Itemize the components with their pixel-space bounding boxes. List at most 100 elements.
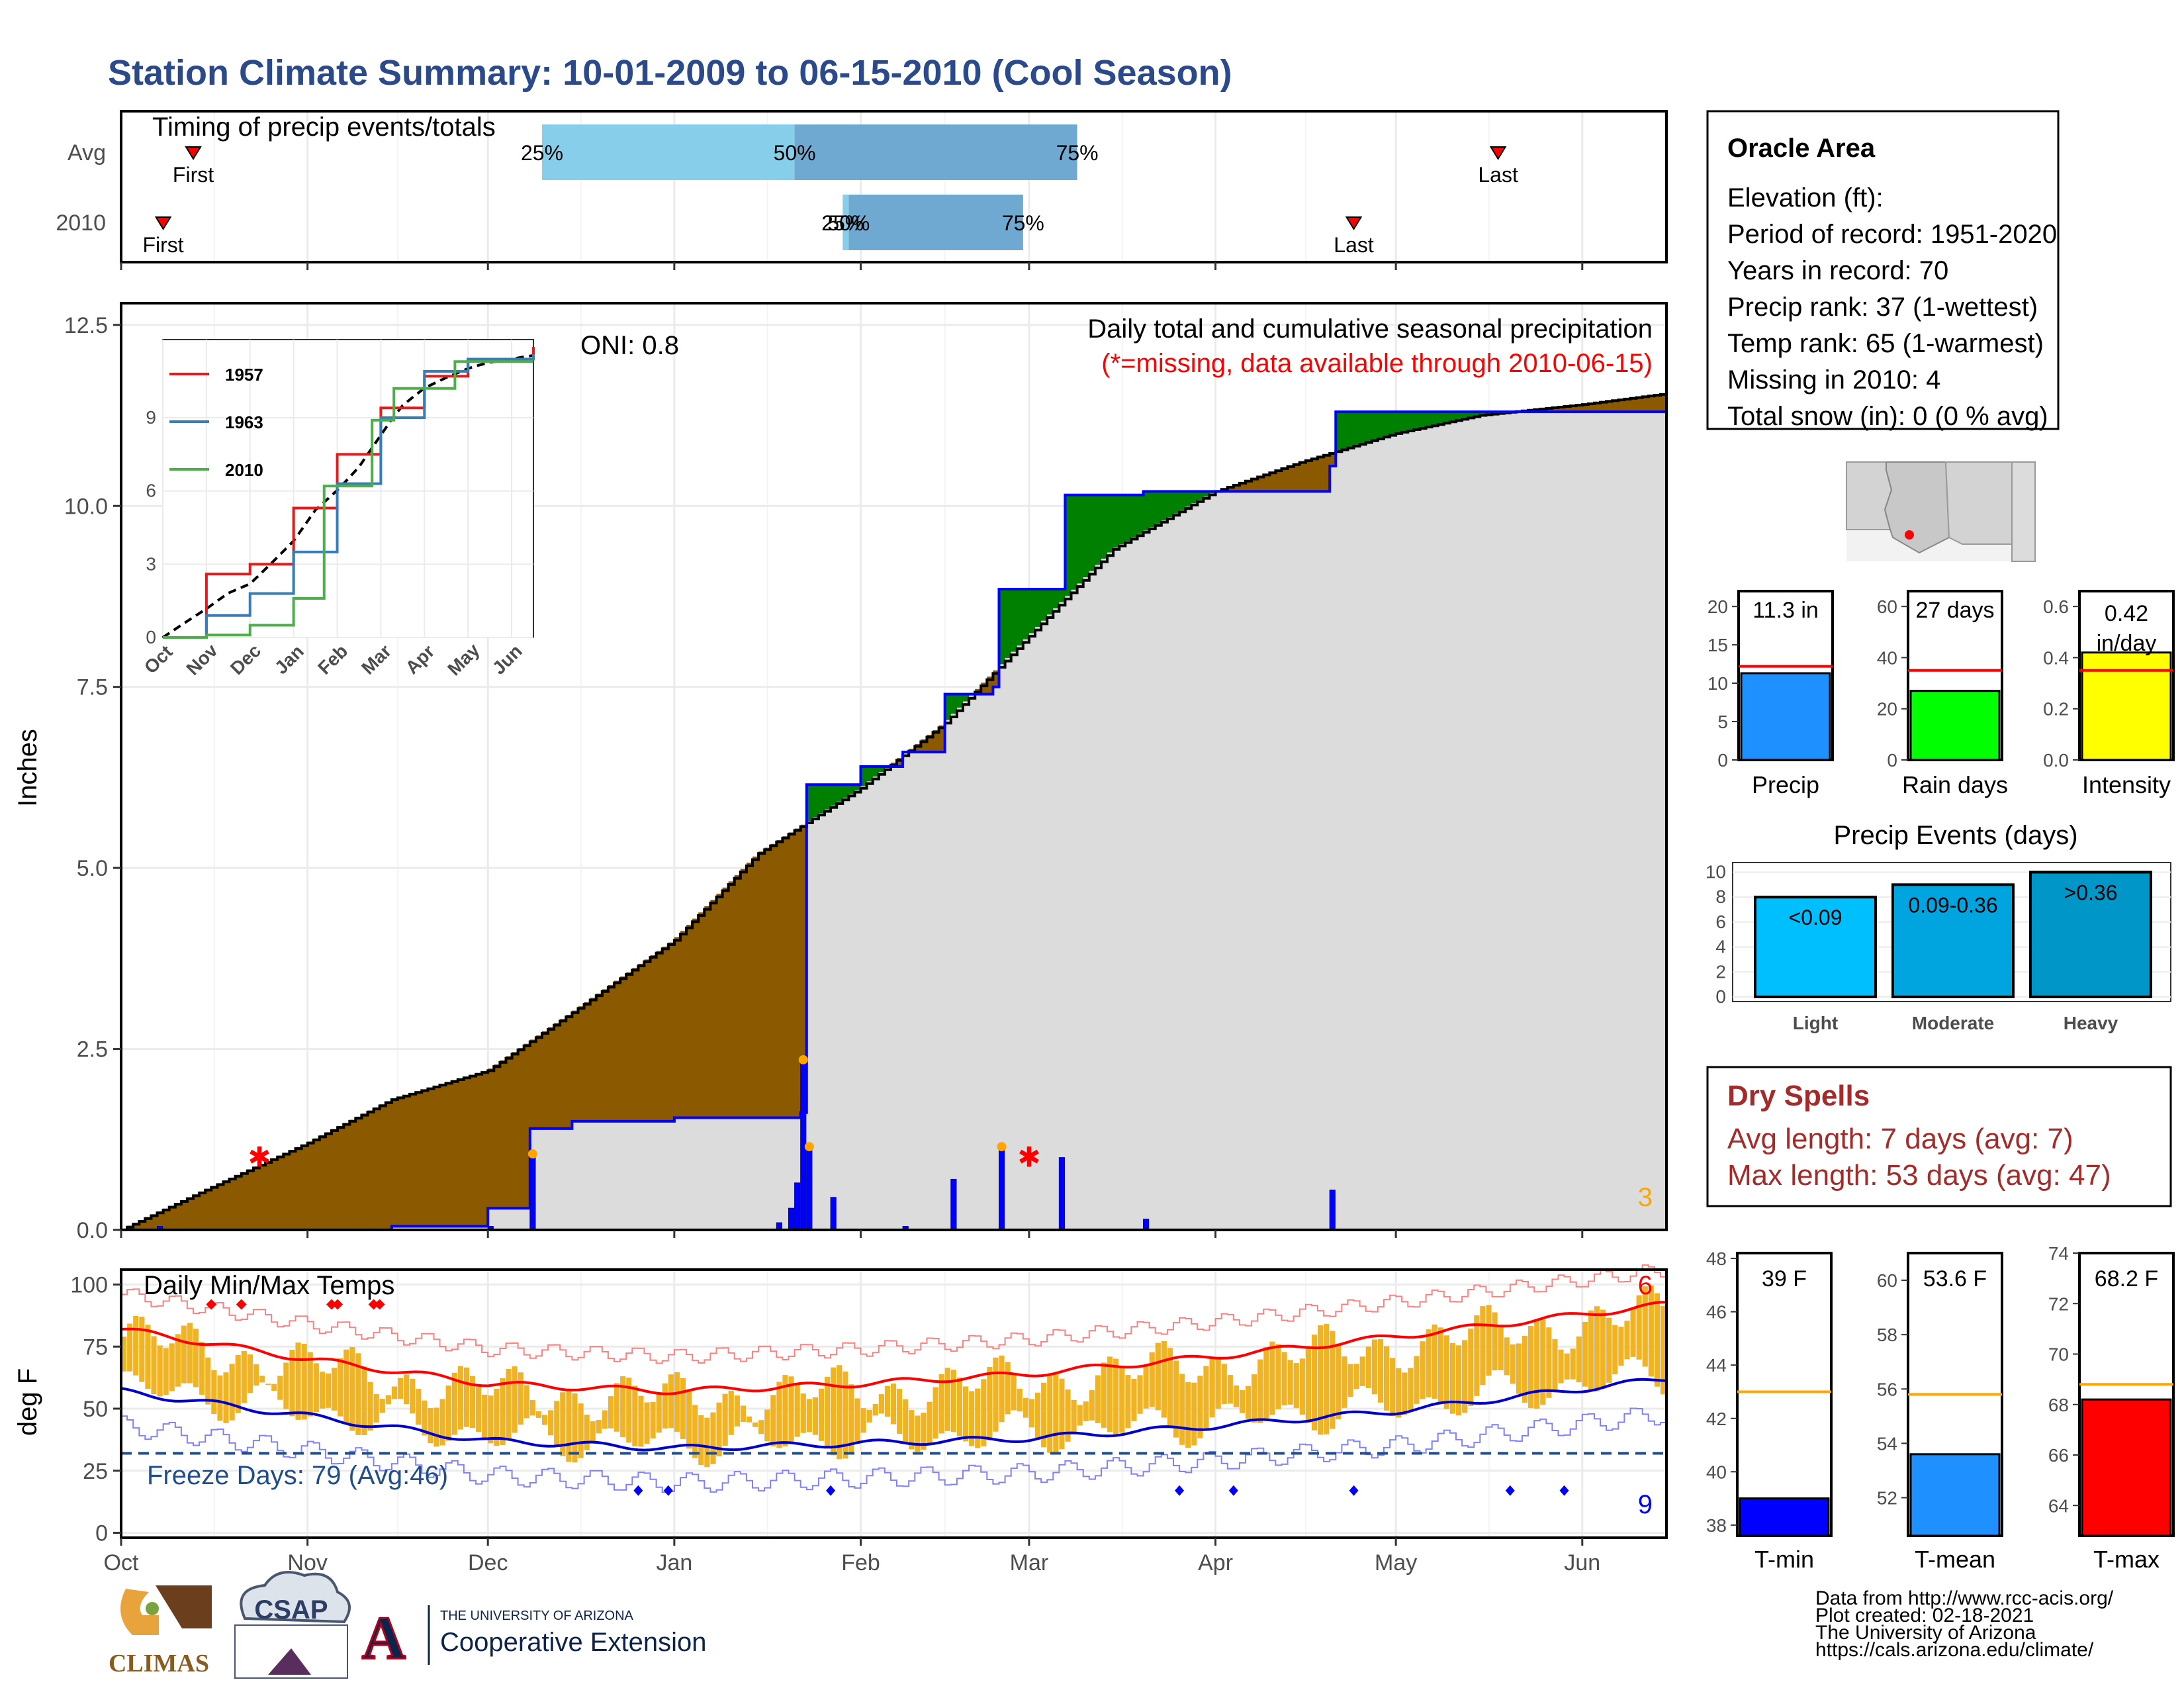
diff-fill-day-40 bbox=[361, 1113, 369, 1230]
summary-tick-label-Rain days-1: 20 bbox=[1877, 699, 1897, 720]
below-fill-day-65 bbox=[512, 1208, 519, 1230]
daily-temp-range-20 bbox=[241, 1350, 247, 1403]
below-fill-day-71 bbox=[548, 1128, 555, 1230]
daily-temp-range-169 bbox=[1137, 1375, 1143, 1414]
inset-ytick-label-2: 6 bbox=[146, 481, 156, 501]
below-fill-day-51 bbox=[428, 1226, 435, 1230]
month-label-Dec: Dec bbox=[468, 1550, 508, 1575]
ua-small-text: THE UNIVERSITY OF ARIZONA bbox=[440, 1609, 634, 1623]
daily-temp-range-218 bbox=[1432, 1324, 1437, 1399]
daily-temp-range-85 bbox=[632, 1385, 638, 1446]
diff-fill-day-116 bbox=[818, 784, 825, 814]
temp-ytick-label-2: 50 bbox=[83, 1397, 108, 1422]
below-fill-day-140 bbox=[962, 701, 970, 1230]
diff-fill-day-96 bbox=[698, 912, 705, 1118]
events-bar-Moderate bbox=[1891, 883, 2015, 999]
daily-temp-range-223 bbox=[1462, 1340, 1468, 1413]
diff-fill-day-30 bbox=[301, 1144, 308, 1230]
diff-fill-day-101 bbox=[728, 881, 735, 1118]
daily-temp-range-96 bbox=[698, 1415, 704, 1465]
below-fill-day-74 bbox=[566, 1128, 573, 1230]
station-location-marker bbox=[1905, 530, 1914, 539]
diff-fill-day-38 bbox=[349, 1119, 356, 1230]
daily-temp-range-116 bbox=[818, 1388, 825, 1441]
daily-temp-range-185 bbox=[1233, 1385, 1240, 1407]
diff-fill-day-58 bbox=[469, 1075, 477, 1227]
below-fill-day-182 bbox=[1215, 491, 1222, 1230]
daily-precip-bar-10 bbox=[950, 1178, 957, 1231]
record-low-marker-7 bbox=[1559, 1485, 1569, 1496]
below-fill-day-220 bbox=[1443, 422, 1451, 1230]
below-fill-day-207 bbox=[1365, 442, 1373, 1230]
below-fill-day-110 bbox=[782, 1117, 790, 1230]
below-fill-day-128 bbox=[890, 767, 897, 1230]
daily-temp-range-140 bbox=[962, 1386, 969, 1442]
daily-temp-range-31 bbox=[307, 1352, 313, 1417]
below-fill-day-101 bbox=[728, 1117, 735, 1230]
daily-temp-range-253 bbox=[1642, 1286, 1648, 1367]
diff-fill-day-154 bbox=[1047, 589, 1054, 615]
timing-row-label-avg: Avg bbox=[68, 140, 106, 165]
daily-temp-range-141 bbox=[969, 1391, 975, 1446]
daily-temp-range-129 bbox=[897, 1389, 903, 1434]
record-high-marker-4 bbox=[368, 1299, 379, 1310]
below-fill-day-171 bbox=[1149, 527, 1156, 1230]
timing-bar-50-75-2010 bbox=[848, 195, 1023, 250]
diff-fill-day-217 bbox=[1426, 412, 1433, 427]
daily-temp-range-248 bbox=[1612, 1325, 1618, 1375]
temp-summary-bar-T-mean bbox=[1909, 1453, 2001, 1537]
below-fill-day-120 bbox=[842, 798, 849, 1230]
daily-temp-range-242 bbox=[1576, 1336, 1582, 1383]
diff-fill-day-179 bbox=[1197, 491, 1205, 500]
heavy-precip-marker-7 bbox=[804, 1142, 814, 1152]
events-label-Moderate: Moderate bbox=[1912, 1013, 1994, 1033]
daily-temp-range-89 bbox=[656, 1394, 662, 1433]
precip-ytick-label-5: 12.5 bbox=[64, 313, 108, 338]
daily-temp-range-114 bbox=[806, 1399, 812, 1432]
daily-temp-range-124 bbox=[866, 1409, 872, 1423]
below-fill-day-108 bbox=[770, 1117, 777, 1230]
below-fill-day-164 bbox=[1107, 552, 1114, 1230]
below-fill-day-188 bbox=[1251, 491, 1258, 1230]
legend-label-1957: 1957 bbox=[225, 365, 263, 385]
daily-temp-range-119 bbox=[837, 1365, 842, 1460]
diff-fill-day-204 bbox=[1347, 412, 1355, 447]
daily-temp-range-249 bbox=[1618, 1327, 1624, 1366]
heavy-precip-marker-2 bbox=[527, 1149, 537, 1159]
diff-fill-day-209 bbox=[1377, 412, 1385, 438]
summary-tick-label-Rain days-3: 60 bbox=[1877, 596, 1897, 617]
diff-fill-day-43 bbox=[379, 1104, 387, 1230]
summary-tick-label-Precip-2: 10 bbox=[1707, 673, 1728, 694]
below-fill-day-72 bbox=[554, 1128, 561, 1230]
diff-fill-day-216 bbox=[1420, 412, 1427, 428]
below-fill-day-206 bbox=[1359, 443, 1367, 1230]
below-fill-day-50 bbox=[422, 1226, 428, 1230]
events-ytick-label-1: 2 bbox=[1715, 961, 1726, 982]
below-fill-day-114 bbox=[806, 821, 813, 1230]
diff-fill-day-104 bbox=[746, 863, 753, 1118]
daily-temp-range-49 bbox=[416, 1389, 422, 1425]
diff-fill-day-197 bbox=[1305, 459, 1312, 492]
daily-temp-range-132 bbox=[915, 1415, 921, 1452]
timing-row-label-2010: 2010 bbox=[56, 211, 106, 236]
below-fill-day-45 bbox=[391, 1226, 398, 1230]
timing-bar-50-75-Avg bbox=[794, 124, 1077, 180]
below-fill-day-195 bbox=[1293, 491, 1300, 1230]
page-title: Station Climate Summary: 10-01-2009 to 0… bbox=[108, 53, 1232, 93]
daily-temp-range-237 bbox=[1546, 1327, 1552, 1398]
summary-bar-charts: 0 5 10 15 20 11.3 in Precip 0 20 40 60 27 days Rain … bbox=[1707, 590, 2175, 798]
diff-fill-day-78 bbox=[590, 998, 597, 1121]
temp-summary-tick-label-T-min-1: 40 bbox=[1706, 1462, 1727, 1482]
below-fill-day-102 bbox=[734, 1117, 741, 1230]
diff-fill-day-118 bbox=[831, 784, 837, 806]
diff-fill-day-60 bbox=[482, 1071, 488, 1227]
diff-fill-day-53 bbox=[439, 1084, 447, 1227]
daily-temp-range-3 bbox=[139, 1317, 145, 1382]
below-fill-day-67 bbox=[523, 1208, 531, 1230]
below-fill-day-157 bbox=[1065, 596, 1072, 1230]
diff-fill-day-100 bbox=[722, 887, 729, 1118]
legend-label-1963: 1963 bbox=[225, 412, 263, 432]
daily-temp-range-192 bbox=[1275, 1344, 1281, 1409]
diff-fill-day-202 bbox=[1336, 412, 1342, 451]
diff-fill-day-75 bbox=[572, 1010, 579, 1121]
